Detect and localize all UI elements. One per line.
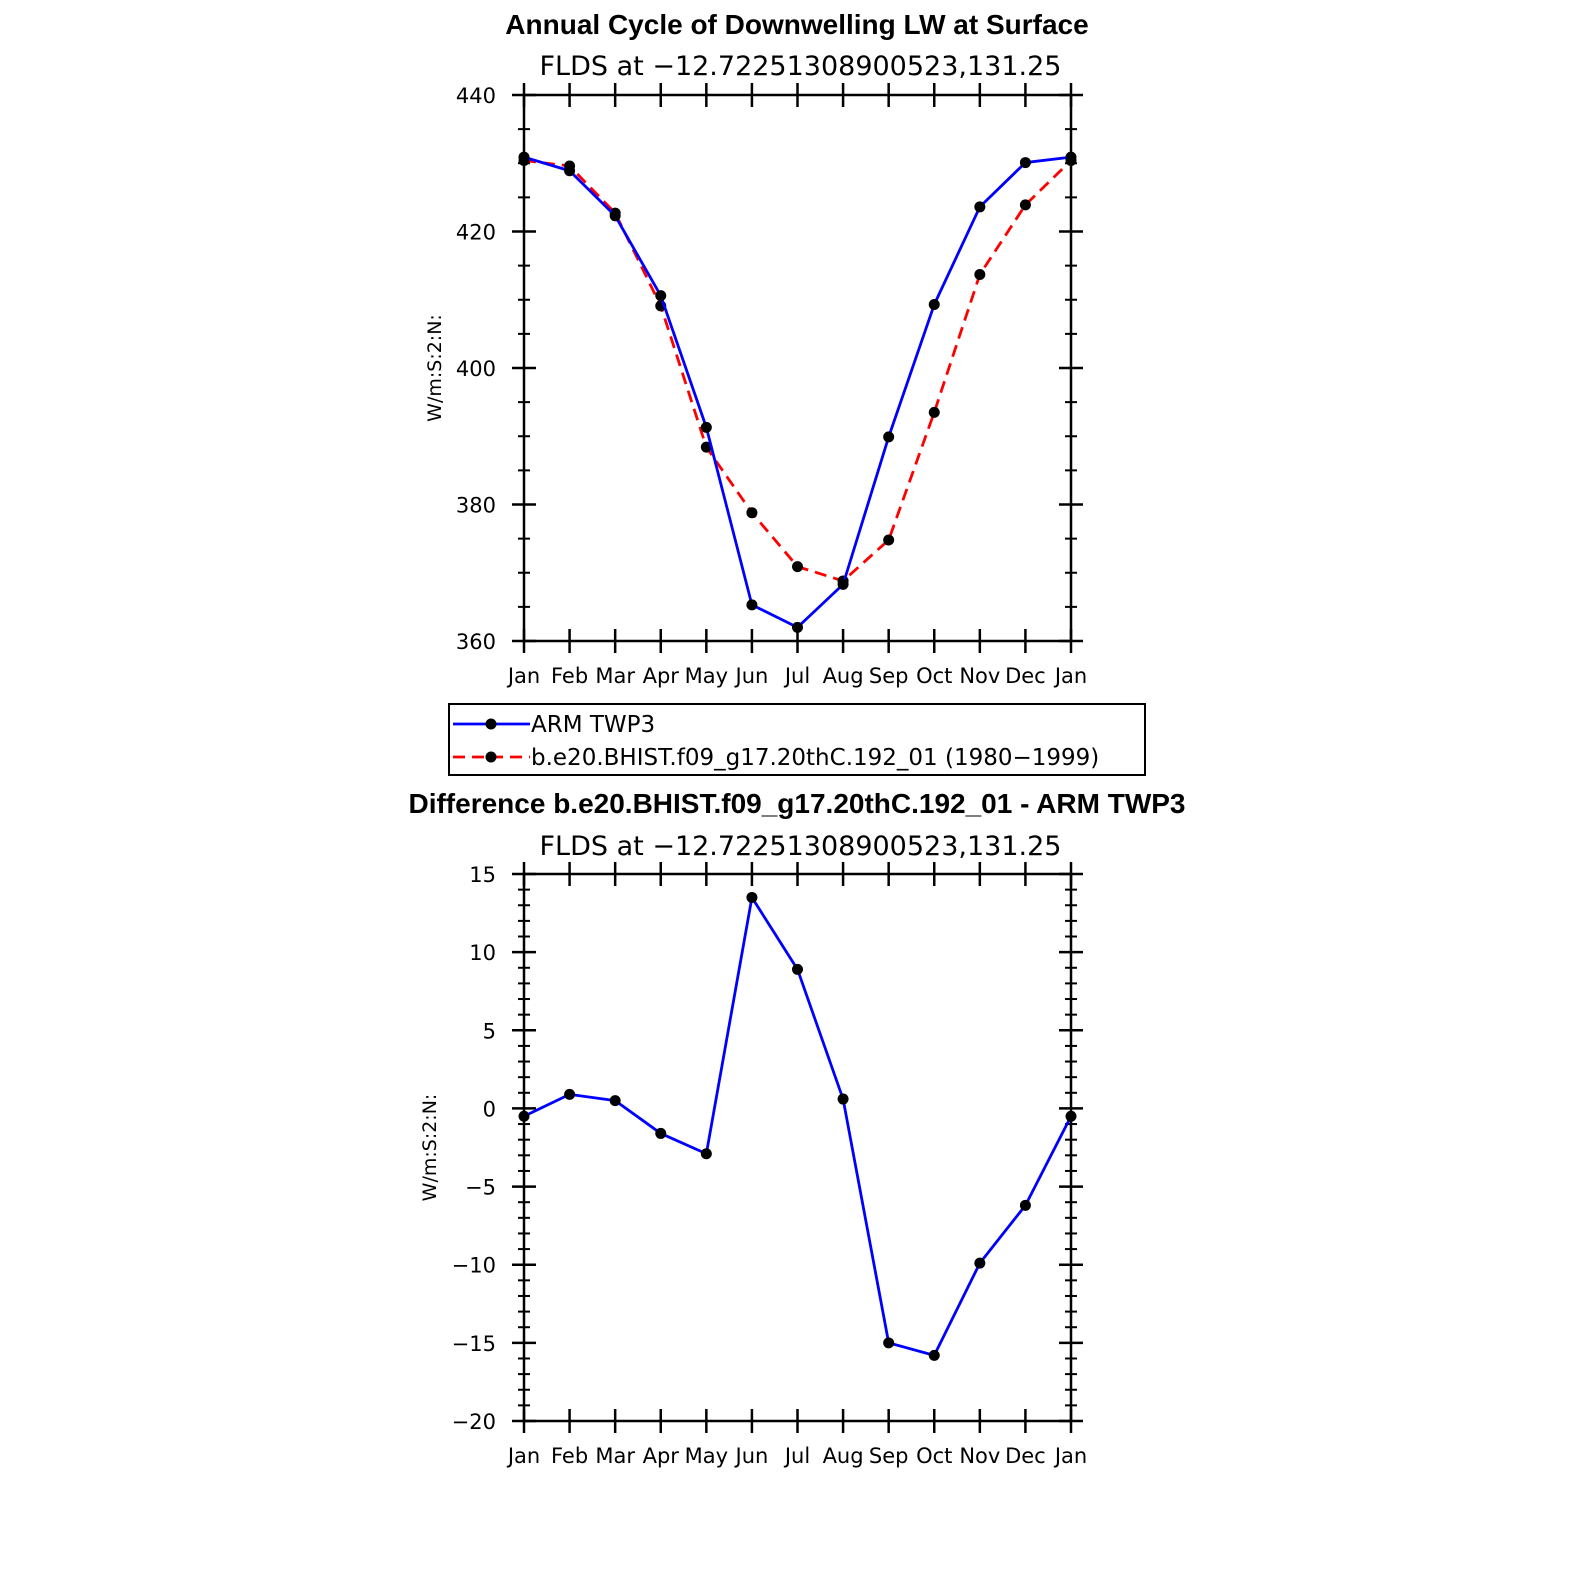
x-tick-label: Feb (551, 1444, 588, 1468)
x-tick-label: Jun (734, 664, 769, 688)
legend-marker-1 (485, 751, 497, 763)
series-point-0 (1019, 1199, 1031, 1211)
series-point-0 (928, 299, 940, 311)
chart-title: Annual Cycle of Downwelling LW at Surfac… (505, 9, 1088, 40)
y-tick-label: 5 (483, 1019, 496, 1043)
series-point-0 (792, 621, 803, 633)
x-tick-label: Jan (506, 664, 540, 688)
chart-title: Difference b.e20.BHIST.f09_g17.20thC.192… (408, 788, 1185, 819)
plot-frame (522, 872, 1073, 1423)
y-tick-label: 440 (456, 84, 496, 108)
difference-panel: Difference b.e20.BHIST.f09_g17.20thC.192… (408, 788, 1185, 1468)
y-tick-label: −20 (452, 1410, 496, 1434)
x-tick-label: Aug (823, 1444, 864, 1468)
y-tick-label: 420 (456, 221, 496, 245)
series-point-0 (518, 1110, 530, 1122)
y-axis-label: W/m:S:2:N: (424, 314, 446, 422)
x-tick-label: Feb (551, 664, 588, 688)
series-point-1 (1019, 199, 1031, 211)
x-tick-label: Jun (734, 1444, 769, 1468)
x-tick-label: Nov (959, 1444, 1000, 1468)
series-point-0 (609, 1095, 621, 1107)
legend: ARM TWP3 b.e20.BHIST.f09_g17.20thC.192_01… (448, 703, 1146, 776)
series-point-0 (1065, 1110, 1077, 1122)
series-point-0 (837, 578, 849, 590)
y-tick-label: 400 (456, 357, 496, 381)
series-point-1 (792, 561, 803, 573)
plot-frame (522, 93, 1073, 643)
x-tick-label: Sep (869, 1444, 909, 1468)
y-tick-label: 15 (469, 863, 496, 887)
x-tick-label: Mar (595, 1444, 635, 1468)
series-point-0 (792, 963, 803, 975)
x-tick-label: May (685, 664, 728, 688)
x-tick-label: Aug (823, 664, 864, 688)
series-point-0 (700, 1148, 712, 1160)
y-tick-label: 380 (456, 494, 496, 518)
chart-subtitle: FLDS at −12.72251308900523,131.25 (540, 831, 1062, 862)
series-point-0 (928, 1349, 940, 1361)
chart-subtitle: FLDS at −12.72251308900523,131.25 (540, 51, 1062, 82)
series-point-0 (1019, 157, 1031, 169)
series-line-0 (523, 155, 1072, 629)
series-point-1 (974, 268, 986, 280)
series-point-0 (974, 201, 986, 213)
x-tick-label: Apr (643, 664, 680, 688)
y-tick-label: 0 (483, 1097, 496, 1121)
series-point-1 (928, 406, 940, 418)
x-tick-label: Apr (643, 1444, 680, 1468)
series-point-0 (837, 1093, 849, 1105)
x-tick-label: Dec (1005, 664, 1046, 688)
series-point-0 (564, 1088, 576, 1100)
series-point-1 (883, 534, 895, 546)
legend-marker-0 (485, 718, 497, 730)
series-point-0 (746, 891, 758, 903)
x-tick-label: Jul (783, 1444, 810, 1468)
series-point-0 (746, 599, 758, 611)
x-tick-label: Dec (1005, 1444, 1046, 1468)
series-point-0 (655, 290, 667, 302)
series-point-0 (1065, 151, 1077, 163)
legend-box (448, 703, 1146, 776)
x-tick-label: May (685, 1444, 728, 1468)
x-tick-label: Jan (1053, 664, 1087, 688)
x-tick-label: Sep (869, 664, 909, 688)
series-point-0 (564, 165, 576, 177)
x-tick-label: Nov (959, 664, 1000, 688)
series-line-1 (523, 159, 1072, 583)
y-tick-label: 360 (456, 630, 496, 654)
x-tick-label: Jan (506, 1444, 540, 1468)
y-axis-label: W/m:S:2:N: (419, 1094, 441, 1202)
series-point-0 (974, 1257, 986, 1269)
annual-cycle-panel: Annual Cycle of Downwelling LW at Surfac… (424, 9, 1146, 776)
series-point-0 (700, 421, 712, 433)
legend-label-0: ARM TWP3 (531, 712, 655, 738)
x-tick-label: Oct (916, 1444, 952, 1468)
x-tick-label: Jan (1053, 1444, 1087, 1468)
series-point-0 (655, 1127, 667, 1139)
series-point-1 (700, 441, 712, 453)
series-point-0 (518, 151, 530, 163)
x-tick-label: Mar (595, 664, 635, 688)
y-tick-label: −10 (452, 1254, 496, 1278)
series-point-1 (746, 507, 758, 519)
x-tick-label: Jul (783, 664, 810, 688)
y-tick-label: 10 (469, 941, 496, 965)
x-tick-label: Oct (916, 664, 952, 688)
legend-label-1: b.e20.BHIST.f09_g17.20thC.192_01 (1980−1… (531, 745, 1099, 771)
y-tick-label: −15 (452, 1332, 496, 1356)
series-point-0 (883, 431, 895, 443)
y-tick-label: −5 (465, 1176, 496, 1200)
series-point-0 (883, 1337, 895, 1349)
series-point-0 (609, 210, 621, 222)
